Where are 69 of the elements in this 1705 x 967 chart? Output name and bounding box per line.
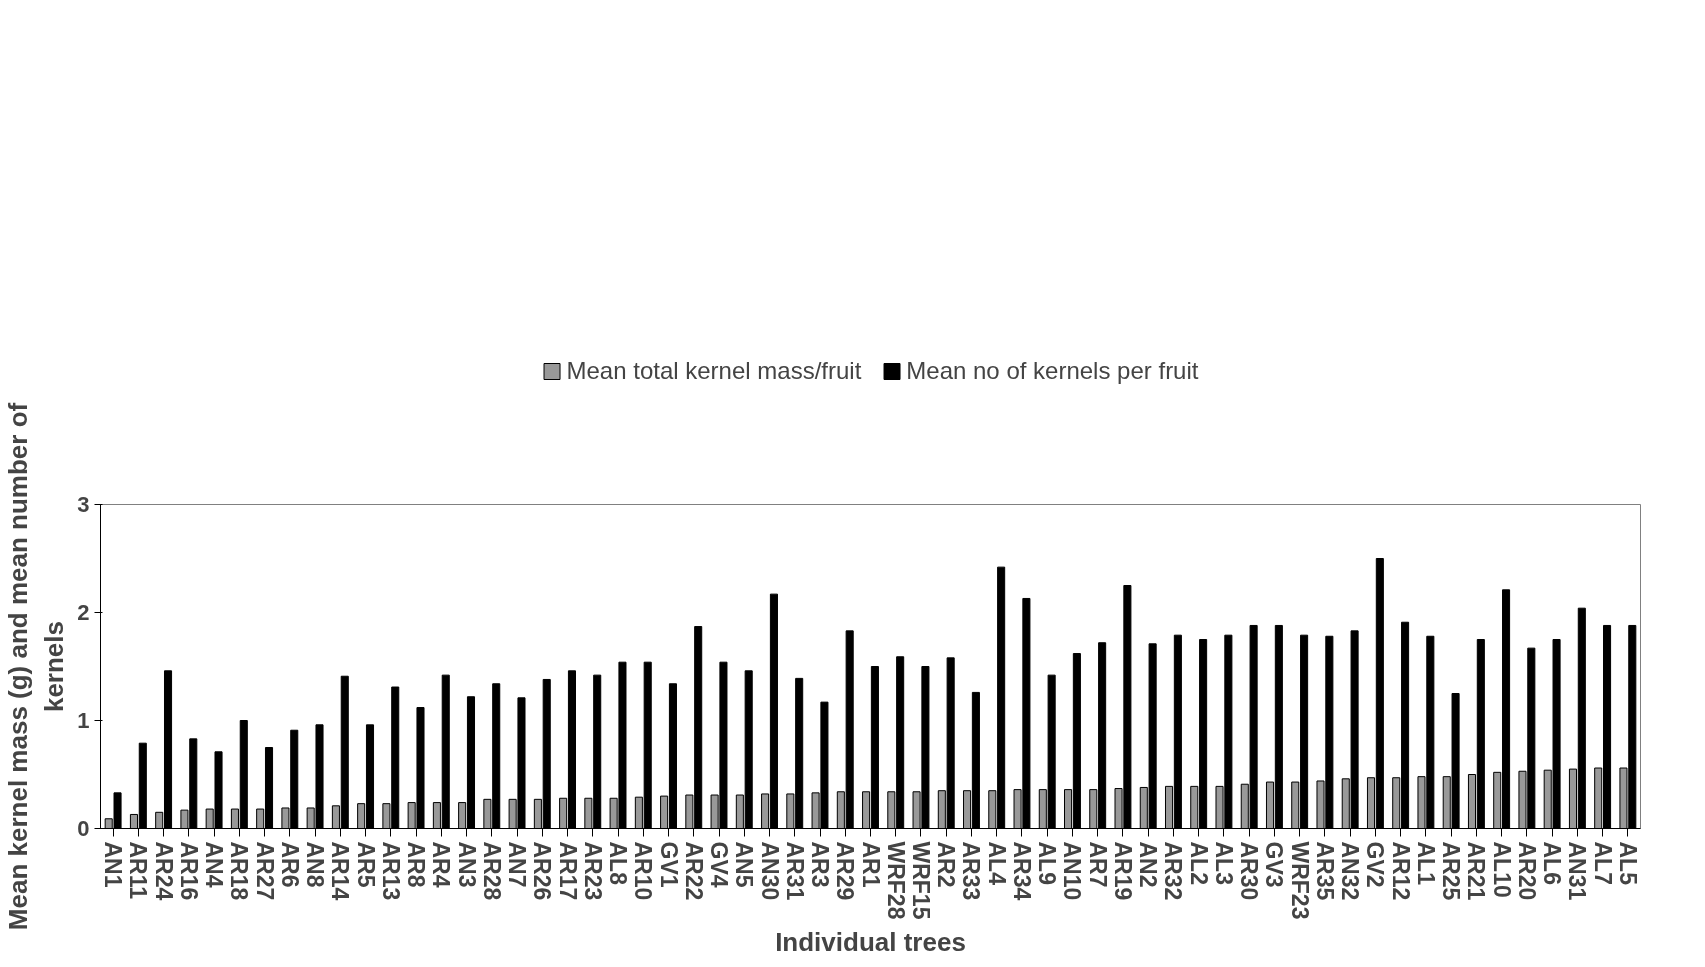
x-tick-label: AR23 — [579, 841, 606, 901]
x-tick-label: AN7 — [504, 841, 531, 888]
x-tick-label: AR1 — [857, 841, 884, 888]
x-tick-label: AN32 — [1337, 841, 1364, 901]
x-tick-label: AR8 — [403, 841, 430, 888]
x-tick-label: AR2 — [933, 841, 960, 888]
x-tick-label: AL4 — [983, 841, 1010, 886]
x-tick-label: AR27 — [251, 841, 278, 901]
x-tick-label: AR18 — [226, 841, 253, 901]
x-tick-label: AR3 — [807, 841, 834, 888]
x-tick-label: AR14 — [327, 841, 354, 901]
x-tick-label: AL1 — [1412, 841, 1439, 886]
x-tick-label: AR28 — [478, 841, 505, 901]
x-tick-label: AL9 — [1034, 841, 1061, 885]
x-tick-label: AN8 — [302, 841, 329, 888]
x-tick-label: AR20 — [1513, 841, 1540, 901]
x-tick-label: AR25 — [1438, 841, 1465, 901]
x-tick-label: AR31 — [781, 841, 808, 901]
legend-label: Mean total kernel mass/fruit — [566, 357, 862, 385]
x-tick-label: AR19 — [1109, 841, 1136, 901]
y-tick-label: 3 — [77, 492, 90, 517]
y-axis-title: Mean kernel mass (g) and mean number of kernels — [3, 402, 70, 931]
y-tick-label: 1 — [77, 708, 90, 733]
x-tick-label: AR4 — [428, 841, 455, 888]
x-tick-label: AR29 — [832, 841, 859, 901]
x-tick-label: GV4 — [706, 841, 733, 888]
x-tick-label: AR12 — [1387, 841, 1414, 901]
x-tick-label: WRF15 — [907, 841, 934, 920]
x-tick-label: AR10 — [630, 841, 657, 901]
x-tick-label: GV2 — [1362, 841, 1389, 888]
x-tick-label: WRF23 — [1286, 841, 1313, 920]
x-tick-label: AR32 — [1160, 841, 1187, 901]
x-tick-label: GV1 — [655, 841, 682, 888]
x-tick-label: AN1 — [100, 841, 127, 888]
x-tick-label: AL8 — [605, 841, 632, 886]
x-tick-label: AN5 — [731, 841, 758, 888]
x-tick-label: AR5 — [352, 841, 379, 888]
x-tick-label: AR21 — [1463, 841, 1490, 901]
x-tick-label: AL6 — [1539, 841, 1566, 885]
x-tick-label: AR6 — [276, 841, 303, 888]
x-tick-label: AN2 — [1135, 841, 1162, 888]
x-tick-label: AL2 — [1185, 841, 1212, 885]
x-tick-label: AR11 — [125, 841, 152, 900]
x-axis-title: Individual trees — [775, 927, 966, 958]
x-tick-label: AN3 — [453, 841, 480, 888]
x-tick-label: AR33 — [958, 841, 985, 901]
x-tick-label: AN30 — [756, 841, 783, 901]
y-tick-label: 2 — [77, 600, 90, 625]
x-tick-label: AL10 — [1488, 841, 1515, 898]
x-tick-label: AR22 — [680, 841, 707, 901]
x-tick-label: AN10 — [1059, 841, 1086, 901]
x-tick-label: AR35 — [1311, 841, 1338, 901]
x-tick-label: GV3 — [1261, 841, 1288, 888]
x-tick-label: WRF28 — [882, 841, 909, 920]
x-tick-label: AL7 — [1589, 841, 1616, 885]
x-tick-label: AL5 — [1614, 841, 1641, 886]
x-tick-label: AR30 — [1236, 841, 1263, 901]
x-tick-label: AN31 — [1564, 841, 1591, 901]
x-tick-label: AR24 — [150, 841, 177, 901]
x-tick-label: AN4 — [201, 841, 228, 888]
x-tick-label: AR16 — [175, 841, 202, 901]
x-tick-label: AR7 — [1084, 841, 1111, 888]
x-tick-label: AR17 — [554, 841, 581, 901]
x-tick-label: AR13 — [377, 841, 404, 901]
x-tick-label: AR26 — [529, 841, 556, 901]
legend-label: Mean no of kernels per fruit — [906, 357, 1199, 385]
x-tick-label: AR34 — [1008, 841, 1035, 901]
x-tick-label: AL3 — [1210, 841, 1237, 885]
y-tick-label: 0 — [77, 816, 90, 841]
